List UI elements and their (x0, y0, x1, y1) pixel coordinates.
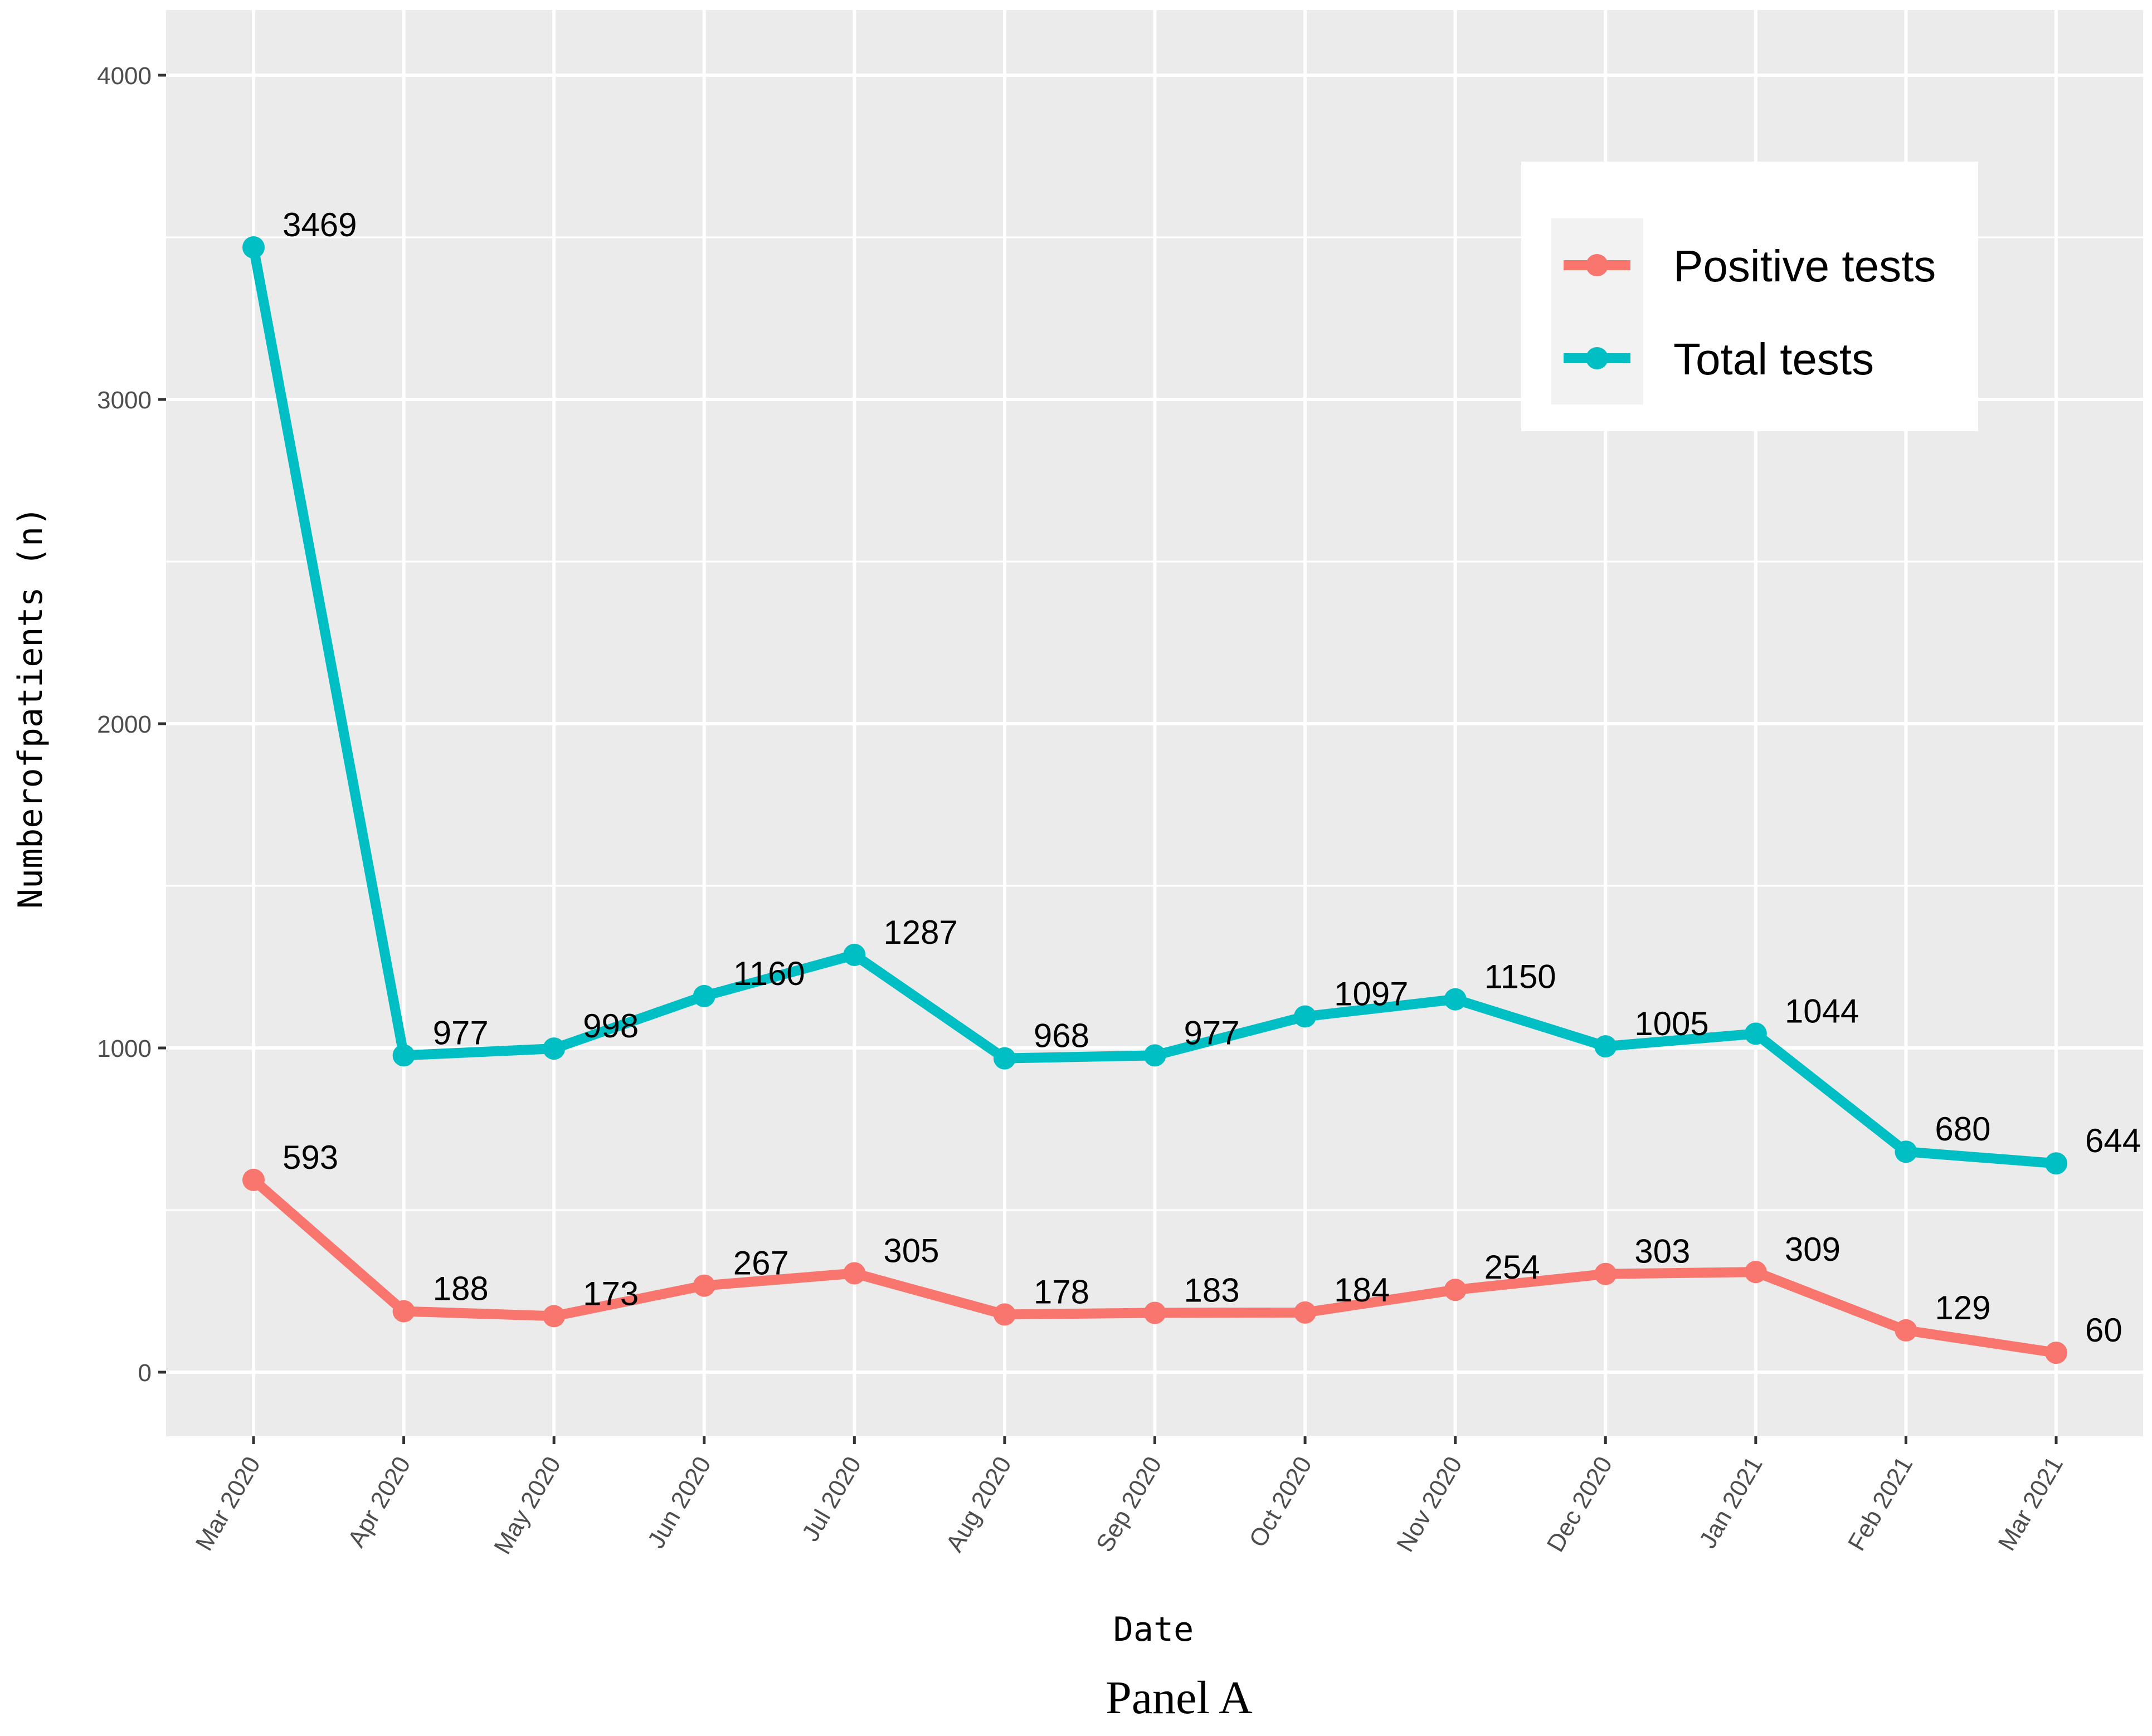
x-tick-label: Oct 2020 (1244, 1452, 1317, 1552)
data-label-positive-tests: 129 (1935, 1289, 1990, 1327)
data-label-total-tests: 1287 (883, 914, 957, 951)
x-tick-label: Jul 2020 (797, 1452, 867, 1546)
data-label-total-tests: 680 (1935, 1110, 1990, 1148)
data-point-total-tests (1143, 1044, 1166, 1067)
data-label-total-tests: 1005 (1634, 1005, 1708, 1042)
data-label-positive-tests: 254 (1484, 1249, 1540, 1286)
data-label-positive-tests: 178 (1034, 1273, 1089, 1310)
x-tick-label: Mar 2020 (191, 1452, 266, 1555)
panel-caption: Panel A (1106, 1672, 1253, 1724)
data-label-positive-tests: 60 (2085, 1311, 2122, 1349)
data-point-positive-tests (392, 1300, 415, 1323)
data-label-positive-tests: 173 (583, 1275, 639, 1312)
data-point-positive-tests (693, 1274, 715, 1297)
series-lines (242, 236, 2067, 1364)
data-label-total-tests: 3469 (283, 206, 357, 243)
y-tick-label: 4000 (97, 62, 152, 90)
data-point-total-tests (543, 1037, 566, 1060)
data-point-total-tests (1744, 1022, 1767, 1045)
data-point-positive-tests (843, 1262, 866, 1285)
data-point-positive-tests (2045, 1342, 2067, 1364)
data-point-positive-tests (993, 1303, 1016, 1326)
data-point-total-tests (2045, 1152, 2067, 1175)
x-tick-label: Sep 2020 (1091, 1452, 1167, 1557)
data-point-positive-tests (543, 1305, 566, 1328)
data-label-total-tests: 644 (2085, 1122, 2141, 1159)
data-point-total-tests (1444, 988, 1467, 1011)
y-tick-label: 3000 (97, 387, 152, 414)
x-tick-label: Mar 2021 (1993, 1452, 2068, 1555)
data-label-positive-tests: 188 (433, 1270, 489, 1308)
data-label-positive-tests: 184 (1334, 1271, 1390, 1309)
data-point-total-tests (843, 943, 866, 966)
data-label-positive-tests: 303 (1634, 1233, 1690, 1270)
x-tick-label: Apr 2020 (343, 1452, 416, 1552)
legend-key-background (1551, 218, 1643, 404)
data-label-positive-tests: 309 (1785, 1231, 1841, 1268)
x-axis-title: Date (1113, 1610, 1194, 1649)
x-tick-label: Nov 2020 (1391, 1452, 1468, 1557)
data-label-positive-tests: 305 (883, 1232, 939, 1269)
legend-label-total-tests: Total tests (1673, 334, 1874, 384)
data-label-positive-tests: 183 (1184, 1271, 1240, 1309)
x-tick-label: Feb 2021 (1843, 1452, 1918, 1555)
y-tick-label: 2000 (97, 711, 152, 738)
x-tick-label: Jun 2020 (642, 1452, 717, 1553)
x-tick-label: Dec 2020 (1542, 1452, 1618, 1557)
legend-label-positive-tests: Positive tests (1673, 241, 1936, 291)
y-axis-title: Numberofpatients (n) (11, 506, 50, 909)
x-tick-label: Jan 2021 (1694, 1452, 1768, 1553)
data-point-total-tests (242, 236, 265, 259)
x-tick-label: May 2020 (489, 1452, 566, 1559)
data-point-positive-tests (1444, 1279, 1467, 1301)
data-point-total-tests (693, 984, 715, 1007)
data-label-total-tests: 998 (583, 1007, 639, 1045)
data-label-total-tests: 1097 (1334, 976, 1408, 1013)
data-label-total-tests: 1150 (1484, 958, 1556, 996)
data-label-positive-tests: 267 (733, 1245, 789, 1282)
data-label-positive-tests: 593 (283, 1139, 338, 1176)
data-point-total-tests (1895, 1140, 1917, 1163)
data-point-total-tests (392, 1044, 415, 1067)
data-point-positive-tests (242, 1168, 265, 1191)
data-point-positive-tests (1744, 1261, 1767, 1284)
y-tick-label: 1000 (97, 1035, 152, 1062)
data-label-total-tests: 977 (1184, 1014, 1240, 1051)
data-labels: 593 188 173 267 305 178 183 184 254 303 309 129 60 34… (283, 206, 2141, 1349)
y-tick-label: 0 (138, 1359, 152, 1387)
data-label-total-tests: 1160 (733, 955, 805, 992)
data-point-positive-tests (1294, 1301, 1317, 1324)
data-point-positive-tests (1895, 1319, 1917, 1342)
legend-key-total-tests-marker (1586, 347, 1608, 369)
data-point-total-tests (1594, 1035, 1617, 1058)
data-point-positive-tests (1143, 1301, 1166, 1324)
data-label-total-tests: 1044 (1785, 992, 1859, 1030)
legend-key-positive-tests-marker (1586, 254, 1608, 276)
legend: Positive tests Total tests (1521, 162, 1978, 431)
data-label-total-tests: 977 (433, 1014, 489, 1051)
grid-lines (166, 10, 2143, 1436)
data-point-total-tests (1294, 1005, 1317, 1028)
data-point-positive-tests (1594, 1262, 1617, 1285)
data-label-total-tests: 968 (1034, 1017, 1089, 1055)
x-tick-label: Aug 2020 (941, 1452, 1017, 1557)
data-point-total-tests (993, 1047, 1016, 1070)
